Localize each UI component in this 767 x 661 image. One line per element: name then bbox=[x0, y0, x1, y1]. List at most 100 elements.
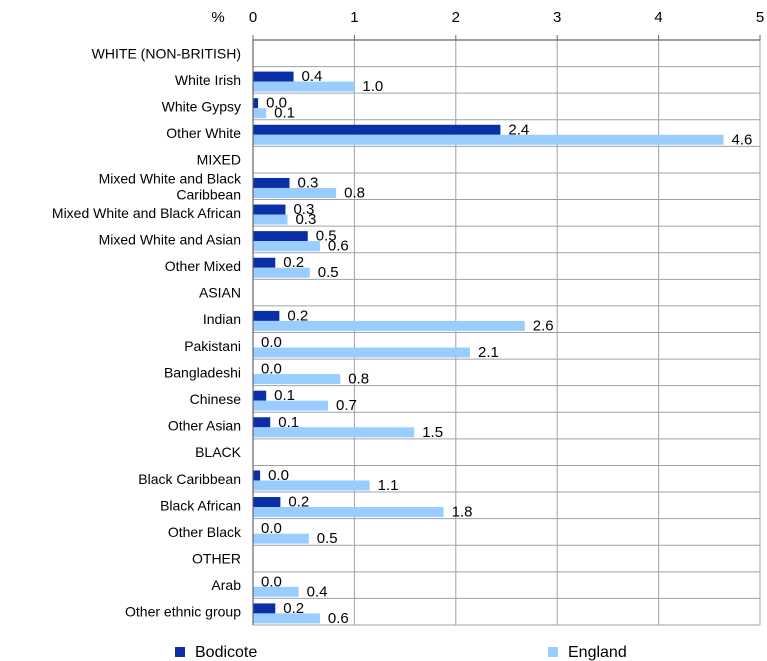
data-label: 0.6 bbox=[328, 238, 349, 255]
category-label: White Gypsy bbox=[162, 98, 241, 114]
data-label: 1.8 bbox=[452, 504, 473, 521]
legend-label: England bbox=[568, 644, 627, 661]
data-label: 0.2 bbox=[283, 254, 304, 271]
category-group-label: OTHER bbox=[192, 551, 241, 567]
axis-layer: 0 1 2 3 4 5% bbox=[211, 9, 764, 625]
data-label: 0.8 bbox=[344, 184, 365, 201]
bar-bodicote bbox=[253, 98, 259, 109]
bar-england bbox=[253, 214, 288, 225]
bar-england bbox=[253, 134, 724, 145]
category-label: Indian bbox=[203, 311, 241, 327]
data-label: 0.7 bbox=[336, 397, 357, 414]
bar-bodicote bbox=[253, 390, 267, 401]
bar-england bbox=[253, 427, 415, 438]
bar-bodicote bbox=[253, 417, 271, 428]
data-label: 0.5 bbox=[316, 228, 337, 245]
data-label: 0.0 bbox=[261, 361, 282, 378]
category-label: Other White bbox=[166, 125, 241, 141]
data-label: 0.8 bbox=[348, 371, 369, 388]
bar-england bbox=[253, 374, 341, 385]
category-label: Mixed White and Asian bbox=[99, 231, 241, 247]
bar-bodicote bbox=[253, 231, 308, 242]
bar-bodicote bbox=[253, 470, 261, 481]
bar-bodicote bbox=[253, 497, 281, 508]
unit-label: % bbox=[211, 9, 224, 26]
category-label: Other ethnic group bbox=[125, 604, 241, 620]
data-label: 0.0 bbox=[261, 573, 282, 590]
x-tick-label: 5 bbox=[756, 9, 764, 26]
category-label: Bangladeshi bbox=[164, 364, 241, 380]
bar-england bbox=[253, 81, 355, 92]
x-tick-label: 4 bbox=[654, 9, 662, 26]
category-label: Black African bbox=[160, 497, 241, 513]
data-label: 0.3 bbox=[298, 174, 319, 191]
category-group-label: MIXED bbox=[197, 152, 241, 168]
bar-bodicote bbox=[253, 177, 290, 188]
data-label: 0.6 bbox=[328, 610, 349, 627]
data-label: 0.5 bbox=[318, 264, 339, 281]
category-label: Pakistani bbox=[184, 338, 241, 354]
x-tick-label: 2 bbox=[452, 9, 460, 26]
bar-england bbox=[253, 347, 470, 358]
category-label: Black Caribbean bbox=[138, 471, 241, 487]
data-label: 0.3 bbox=[295, 211, 316, 228]
category-label: Arab bbox=[211, 577, 241, 593]
data-label: 1.0 bbox=[362, 78, 383, 95]
data-label: 0.0 bbox=[266, 95, 287, 112]
category-label: White Irish bbox=[175, 72, 241, 88]
data-label: 4.6 bbox=[731, 131, 752, 148]
bar-england bbox=[253, 613, 320, 624]
bar-bodicote bbox=[253, 603, 276, 614]
bar-england bbox=[253, 533, 309, 544]
x-tick-label: 1 bbox=[350, 9, 358, 26]
data-label: 1.1 bbox=[378, 477, 399, 494]
category-group-label: ASIAN bbox=[199, 285, 241, 301]
legend-label: Bodicote bbox=[195, 644, 257, 661]
bar-england bbox=[253, 507, 444, 518]
data-label: 0.1 bbox=[274, 387, 295, 404]
bar-bodicote bbox=[253, 257, 276, 268]
bar-england bbox=[253, 320, 525, 331]
x-tick-label: 3 bbox=[553, 9, 561, 26]
data-label: 0.0 bbox=[261, 334, 282, 351]
data-label: 0.1 bbox=[274, 105, 295, 122]
bar-england bbox=[253, 267, 310, 278]
category-label: Chinese bbox=[190, 391, 242, 407]
bar-england bbox=[253, 400, 329, 411]
data-label: 0.2 bbox=[288, 494, 309, 511]
category-label: Other Asian bbox=[168, 418, 241, 434]
legend: Bodicote England bbox=[175, 644, 627, 661]
grid-layer bbox=[252, 39, 761, 626]
category-label: Other Black bbox=[168, 524, 242, 540]
data-label: 0.0 bbox=[261, 520, 282, 537]
bar-england bbox=[253, 480, 370, 491]
legend-swatch bbox=[548, 647, 558, 657]
category-label: Mixed White and Black African bbox=[52, 205, 241, 221]
data-label: 2.1 bbox=[478, 344, 499, 361]
data-label: 0.2 bbox=[287, 307, 308, 324]
data-label: 0.3 bbox=[293, 201, 314, 218]
legend-swatch bbox=[175, 647, 185, 657]
data-label: 0.1 bbox=[278, 414, 299, 431]
data-label: 0.5 bbox=[317, 530, 338, 547]
bar-england bbox=[253, 108, 267, 119]
category-label: Mixed White and Black Caribbean bbox=[99, 170, 242, 202]
data-label: 0.4 bbox=[307, 583, 328, 600]
category-group-label: WHITE (NON-BRITISH) bbox=[92, 45, 241, 61]
bar-england bbox=[253, 187, 337, 198]
bars-layer bbox=[253, 71, 724, 624]
bar-england bbox=[253, 241, 320, 252]
bar-bodicote bbox=[253, 204, 286, 215]
data-label: 0.2 bbox=[283, 600, 304, 617]
bar-bodicote bbox=[253, 310, 280, 321]
data-label: 2.4 bbox=[508, 121, 529, 138]
data-label: 1.5 bbox=[422, 424, 443, 441]
category-group-label: BLACK bbox=[195, 444, 242, 460]
data-label: 0.4 bbox=[302, 68, 323, 85]
bar-bodicote bbox=[253, 124, 501, 135]
data-label: 0.0 bbox=[268, 467, 289, 484]
category-label: Other Mixed bbox=[165, 258, 241, 274]
x-tick-label: 0 bbox=[249, 9, 257, 26]
data-label: 2.6 bbox=[533, 317, 554, 334]
